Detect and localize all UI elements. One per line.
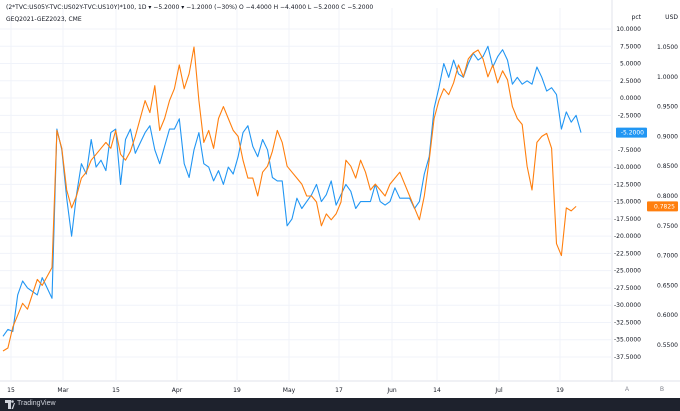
x-axis-tick-label: 19 <box>233 387 241 394</box>
series-1-last-value-label: -5.2000 <box>621 130 644 137</box>
x-axis-tick-label: Mar <box>57 387 69 394</box>
x-axis-tick-label: Jun <box>386 387 397 394</box>
x-axis-tick-label: 17 <box>335 387 343 394</box>
x-axis-tick-label: 15 <box>7 387 15 394</box>
left-axis-tick-label: -20.0000 <box>614 233 641 240</box>
right-axis-tick-label: 0.7500 <box>657 223 678 230</box>
left-axis-tick-label: 0.0000 <box>620 95 641 102</box>
series-2-last-value-label: 0.7825 <box>654 203 675 210</box>
left-axis-tick-label: 2.5000 <box>620 78 641 85</box>
x-axis-tick-label: 14 <box>433 387 441 394</box>
x-axis-tick-label: 15 <box>112 387 120 394</box>
x-axis-tick-label: Jul <box>494 387 503 394</box>
left-axis-tick-label: -17.5000 <box>614 216 641 223</box>
left-axis-tick-label: -2.5000 <box>618 112 641 119</box>
right-axis-tick-label: 1.0500 <box>657 44 678 51</box>
left-axis-tick-label: -25.0000 <box>614 268 641 275</box>
left-axis-tick-label: -22.5000 <box>614 250 641 257</box>
series-1-title: (2*TVC:US05Y-TVC:US02Y-TVC:US10Y)*100, 1… <box>6 4 374 11</box>
x-axis-tick-label: May <box>283 387 296 394</box>
series-line-2 <box>2 46 577 352</box>
right-axis-tick-label: 0.8000 <box>657 193 678 200</box>
series-1-last-value-badge <box>616 127 647 138</box>
left-axis-tick-label: -37.5000 <box>614 354 641 361</box>
right-axis-tick-label: 0.9500 <box>657 104 678 111</box>
right-axis-tick-label: 0.5500 <box>657 342 678 349</box>
tradingview-logo-icon <box>5 400 15 409</box>
tradingview-footer: TradingView <box>0 398 680 411</box>
right-axis-tick-label: 0.6000 <box>657 312 678 319</box>
chart-legend: (2*TVC:US05Y-TVC:US02Y-TVC:US10Y)*100, 1… <box>6 2 373 26</box>
left-axis-tick-label: 10.0000 <box>616 26 641 33</box>
left-axis-tick-label: -32.5000 <box>614 319 641 326</box>
left-axis-tick-label: -27.5000 <box>614 285 641 292</box>
left-axis-tick-label: 5.0000 <box>620 61 641 68</box>
right-axis-tick-label: 0.6500 <box>657 282 678 289</box>
right-axis-tick-label: 0.9000 <box>657 133 678 140</box>
left-axis-tick-label: -12.5000 <box>614 181 641 188</box>
right-axis-tick-label: 0.8500 <box>657 163 678 170</box>
left-axis-tick-label: -10.0000 <box>614 164 641 171</box>
series-2-last-value-badge <box>647 201 678 212</box>
left-axis-tick-label: -7.5000 <box>618 147 641 154</box>
x-axis-tick-label: 19 <box>556 387 564 394</box>
left-axis-unit: pct <box>632 14 642 21</box>
series-2-title: GEQ2021-GEZ2023, CME <box>6 16 82 23</box>
axis-b-button[interactable]: B <box>659 387 664 393</box>
tradingview-brand: TradingView <box>17 400 56 407</box>
left-axis-tick-label: -30.0000 <box>614 302 641 309</box>
left-axis-tick-label: 7.5000 <box>620 43 641 50</box>
series-line-1 <box>2 45 582 337</box>
right-axis-tick-label: 1.0000 <box>657 74 678 81</box>
left-axis-tick-label: -15.0000 <box>614 199 641 206</box>
right-axis-tick-label: 0.7000 <box>657 253 678 260</box>
right-axis-unit: USD <box>665 14 678 21</box>
left-axis-tick-label: -35.0000 <box>614 337 641 344</box>
axis-auto-button[interactable]: A <box>624 387 629 393</box>
x-axis-tick-label: Apr <box>172 387 183 394</box>
